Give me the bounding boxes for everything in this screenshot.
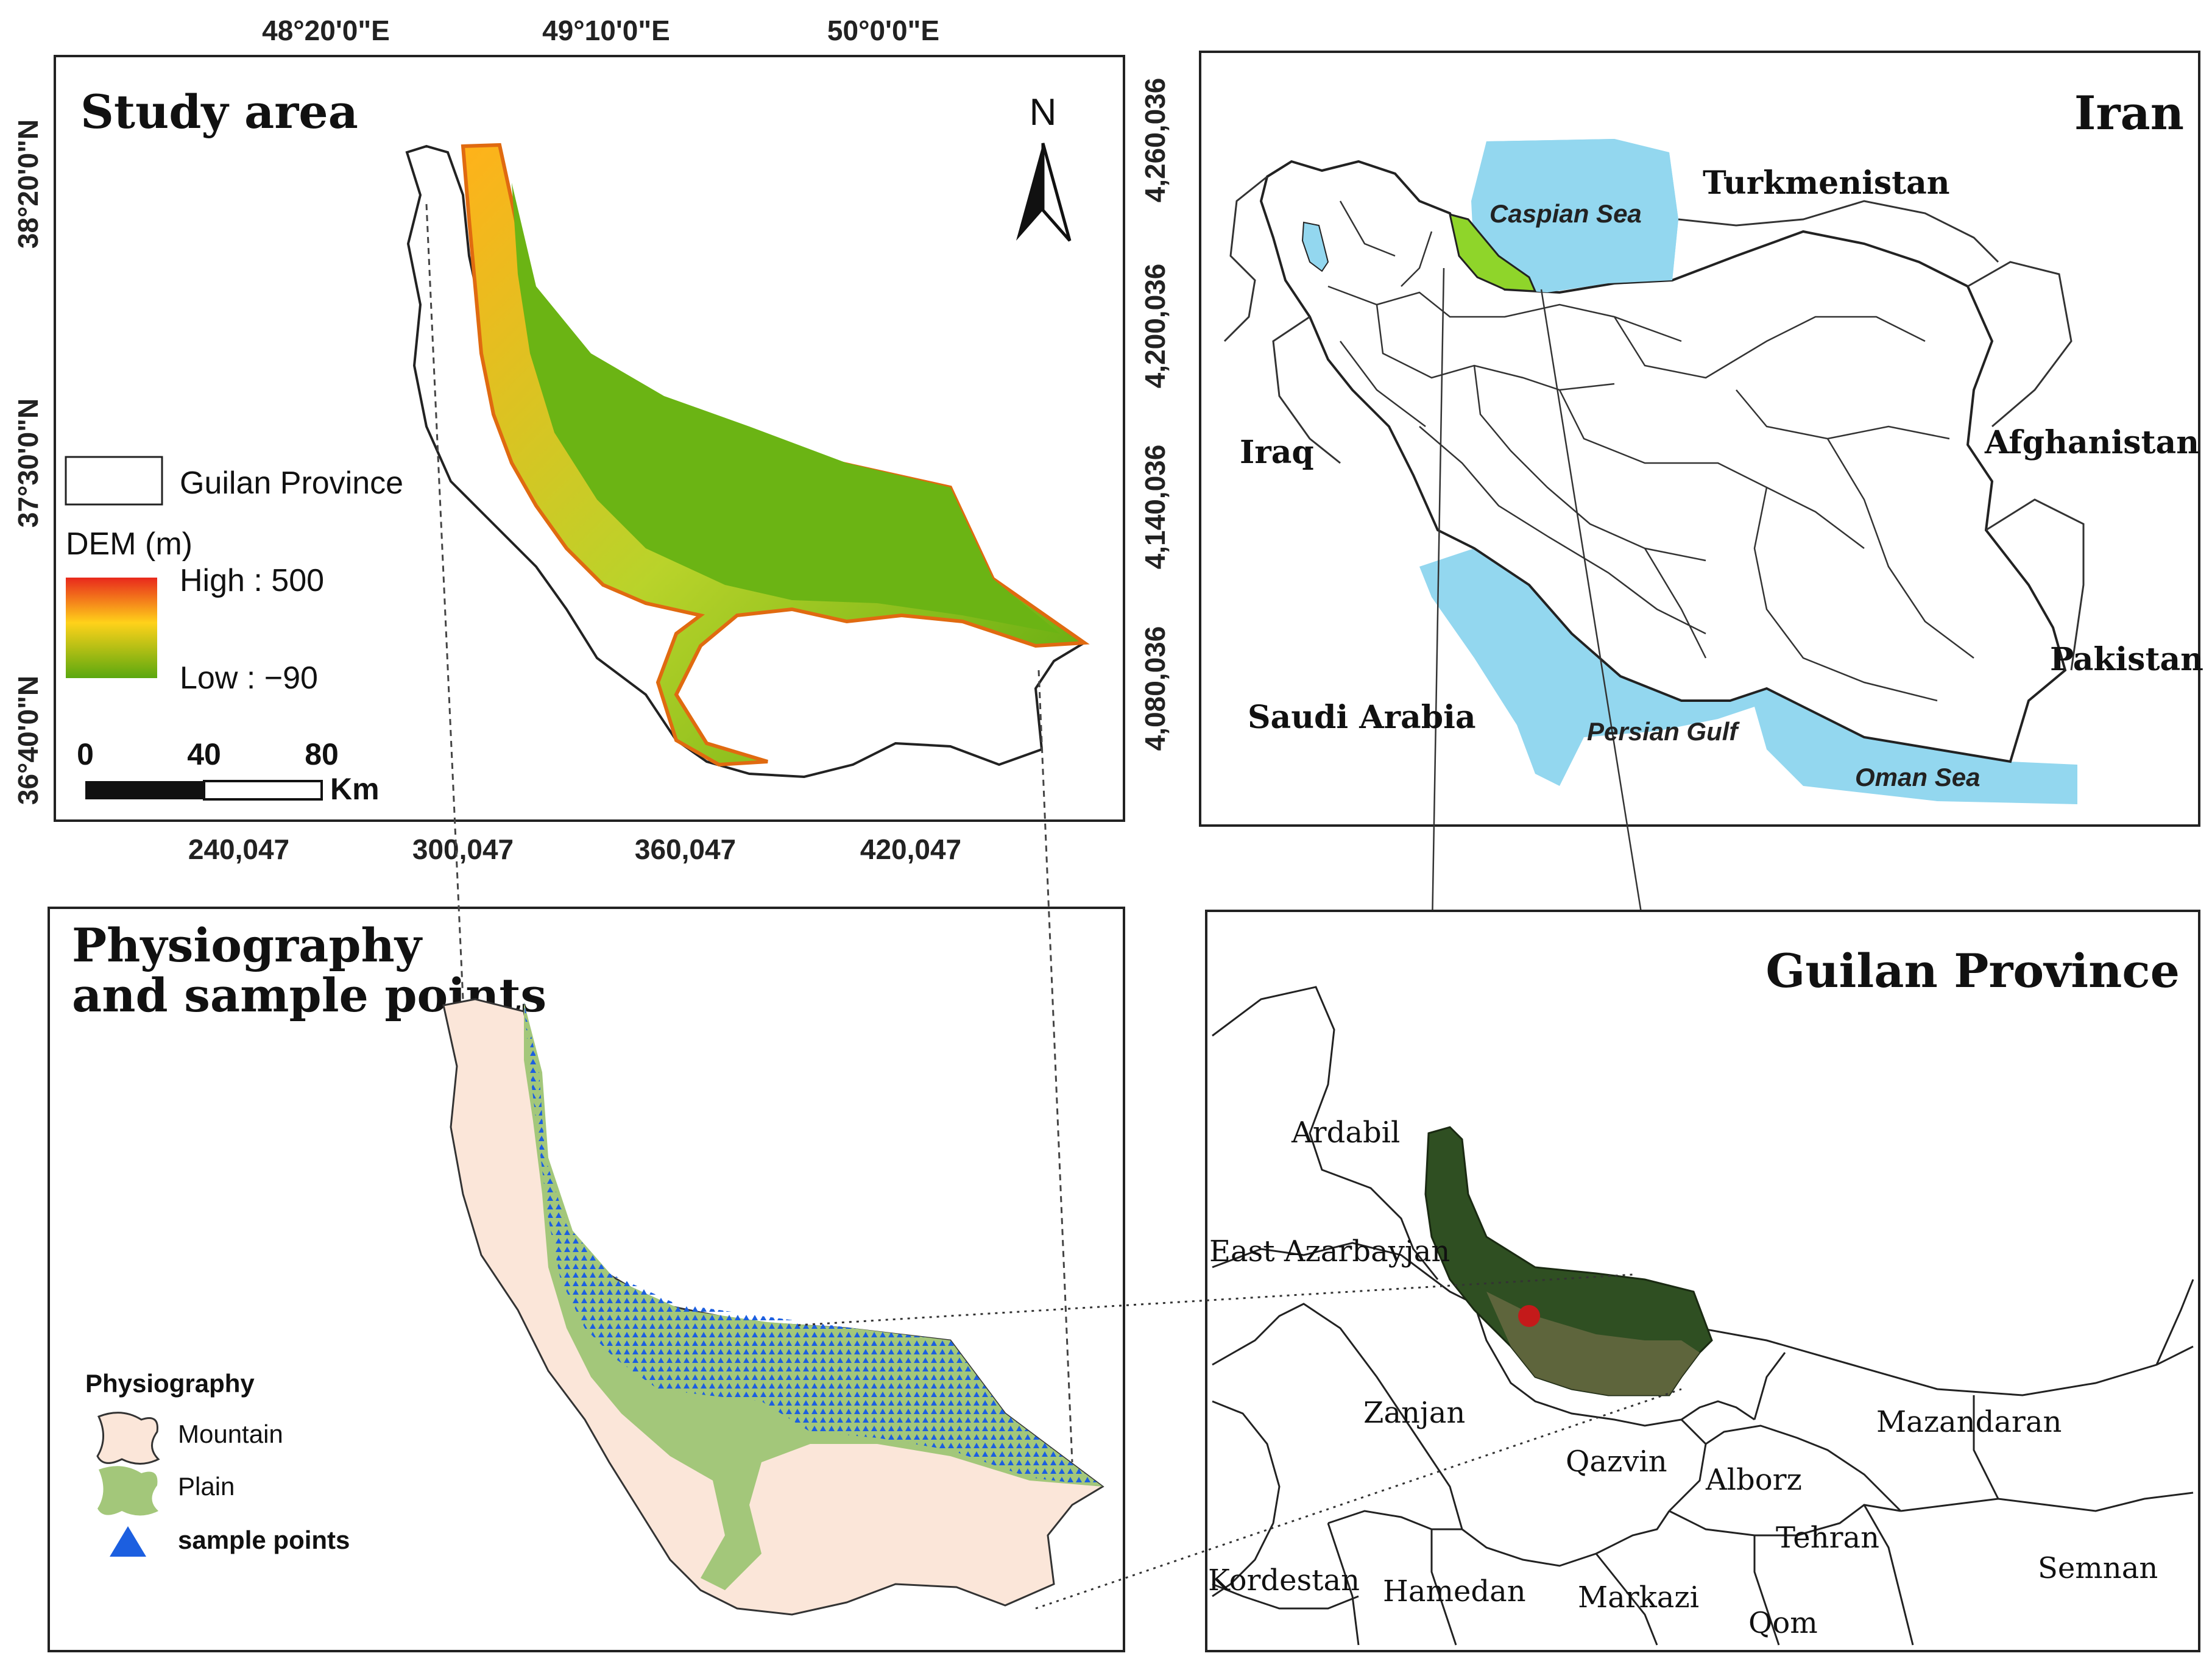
physiography-title-line1: Physiography (72, 918, 423, 972)
plain-swatch (97, 1466, 158, 1516)
scale-label: 40 (187, 737, 221, 771)
province-label: East Azarbayjan (1209, 1234, 1450, 1268)
dem-color-ramp (66, 578, 157, 678)
province-label: Ardabil (1291, 1116, 1400, 1150)
country-label: Iraq (1240, 434, 1314, 471)
scale-unit: Km (330, 772, 380, 806)
guilan-panel-title: Guilan Province (1765, 944, 2180, 998)
study-area-panel: Study area 48°20'0"E 49°10'0"E 50°0'0"E … (12, 15, 1171, 865)
northing-tick: 4,140,036 (1139, 445, 1171, 570)
easting-tick: 420,047 (860, 833, 961, 865)
guilan-panel: Guilan Province (797, 910, 2200, 1652)
province-label: Mazandaran (1876, 1405, 2062, 1439)
lat-tick: 37°30'0"N (12, 398, 44, 528)
province-label: Tehran (1776, 1521, 1879, 1555)
iran-title: Iran (2074, 86, 2184, 140)
iran-province-borders (1327, 200, 1974, 702)
lat-tick: 36°40'0"N (12, 676, 44, 805)
country-label: Saudi Arabia (1248, 699, 1476, 736)
sample-points-cluster (524, 1002, 1103, 1487)
guilan-frame (1205, 910, 2200, 1652)
dem-lowland (512, 183, 1060, 634)
sea-label: Caspian Sea (1489, 199, 1642, 228)
study-site-marker (1518, 1305, 1540, 1327)
legend-label-sample-points: sample points (178, 1526, 350, 1554)
province-label: Markazi (1578, 1580, 1699, 1615)
physiography-legend-title: Physiography (85, 1369, 255, 1398)
dem-high-label: High : 500 (180, 563, 324, 598)
province-label: Zanjan (1363, 1396, 1465, 1430)
northing-tick: 4,080,036 (1139, 626, 1171, 751)
persian-gulf-oman-sea (1419, 548, 2077, 804)
northing-tick: 4,200,036 (1139, 264, 1171, 389)
sea-label: Oman Sea (1855, 763, 1980, 791)
province-label: Kordestan (1208, 1563, 1360, 1597)
dem-legend-title: DEM (m) (66, 526, 193, 562)
north-arrow-icon: N (1016, 91, 1072, 242)
north-arrow-label: N (1030, 91, 1057, 133)
scale-bar: 0 40 80 Km (77, 737, 379, 806)
province-borders (1212, 986, 2194, 1646)
lon-tick: 50°0'0"E (827, 15, 939, 46)
connector-dotted (797, 1273, 1633, 1326)
boundary-swatch (65, 456, 163, 506)
dem-low-label: Low : −90 (180, 660, 318, 696)
scale-label: 80 (305, 737, 339, 771)
province-label: Hamedan (1383, 1574, 1526, 1608)
lon-tick: 49°10'0"E (542, 15, 670, 46)
country-label: Turkmenistan (1703, 165, 1950, 202)
country-label: Pakistan (2050, 641, 2203, 678)
easting-tick: 360,047 (635, 833, 736, 865)
sea-label: Persian Gulf (1587, 717, 1740, 746)
legend-label-mountain: Mountain (178, 1420, 283, 1448)
province-label: Semnan (2038, 1551, 2158, 1585)
province-label: Qom (1748, 1606, 1818, 1640)
neighbour-borders (1223, 175, 2085, 671)
lon-tick: 48°20'0"E (262, 15, 390, 46)
lat-tick: 38°20'0"N (12, 119, 44, 249)
province-label: Alborz (1705, 1463, 1802, 1497)
easting-tick: 300,047 (412, 833, 514, 865)
legend-label-plain: Plain (178, 1472, 235, 1501)
physiography-panel: Physiography and sample points Physiogra… (48, 203, 1125, 1652)
boundary-legend-label: Guilan Province (180, 465, 403, 501)
northing-tick: 4,260,036 (1139, 78, 1171, 203)
iran-panel: Iran (1199, 51, 2203, 1335)
mountain-swatch (96, 1412, 160, 1465)
sample-point-triangle-icon (110, 1526, 146, 1557)
connector-dashed (425, 203, 464, 1000)
connector-dashed (1037, 670, 1073, 1463)
province-label: Qazvin (1566, 1445, 1667, 1479)
country-label: Afghanistan (1984, 424, 2199, 461)
study-area-title: Study area (80, 85, 358, 139)
easting-tick: 240,047 (188, 833, 289, 865)
scale-label: 0 (77, 737, 94, 771)
